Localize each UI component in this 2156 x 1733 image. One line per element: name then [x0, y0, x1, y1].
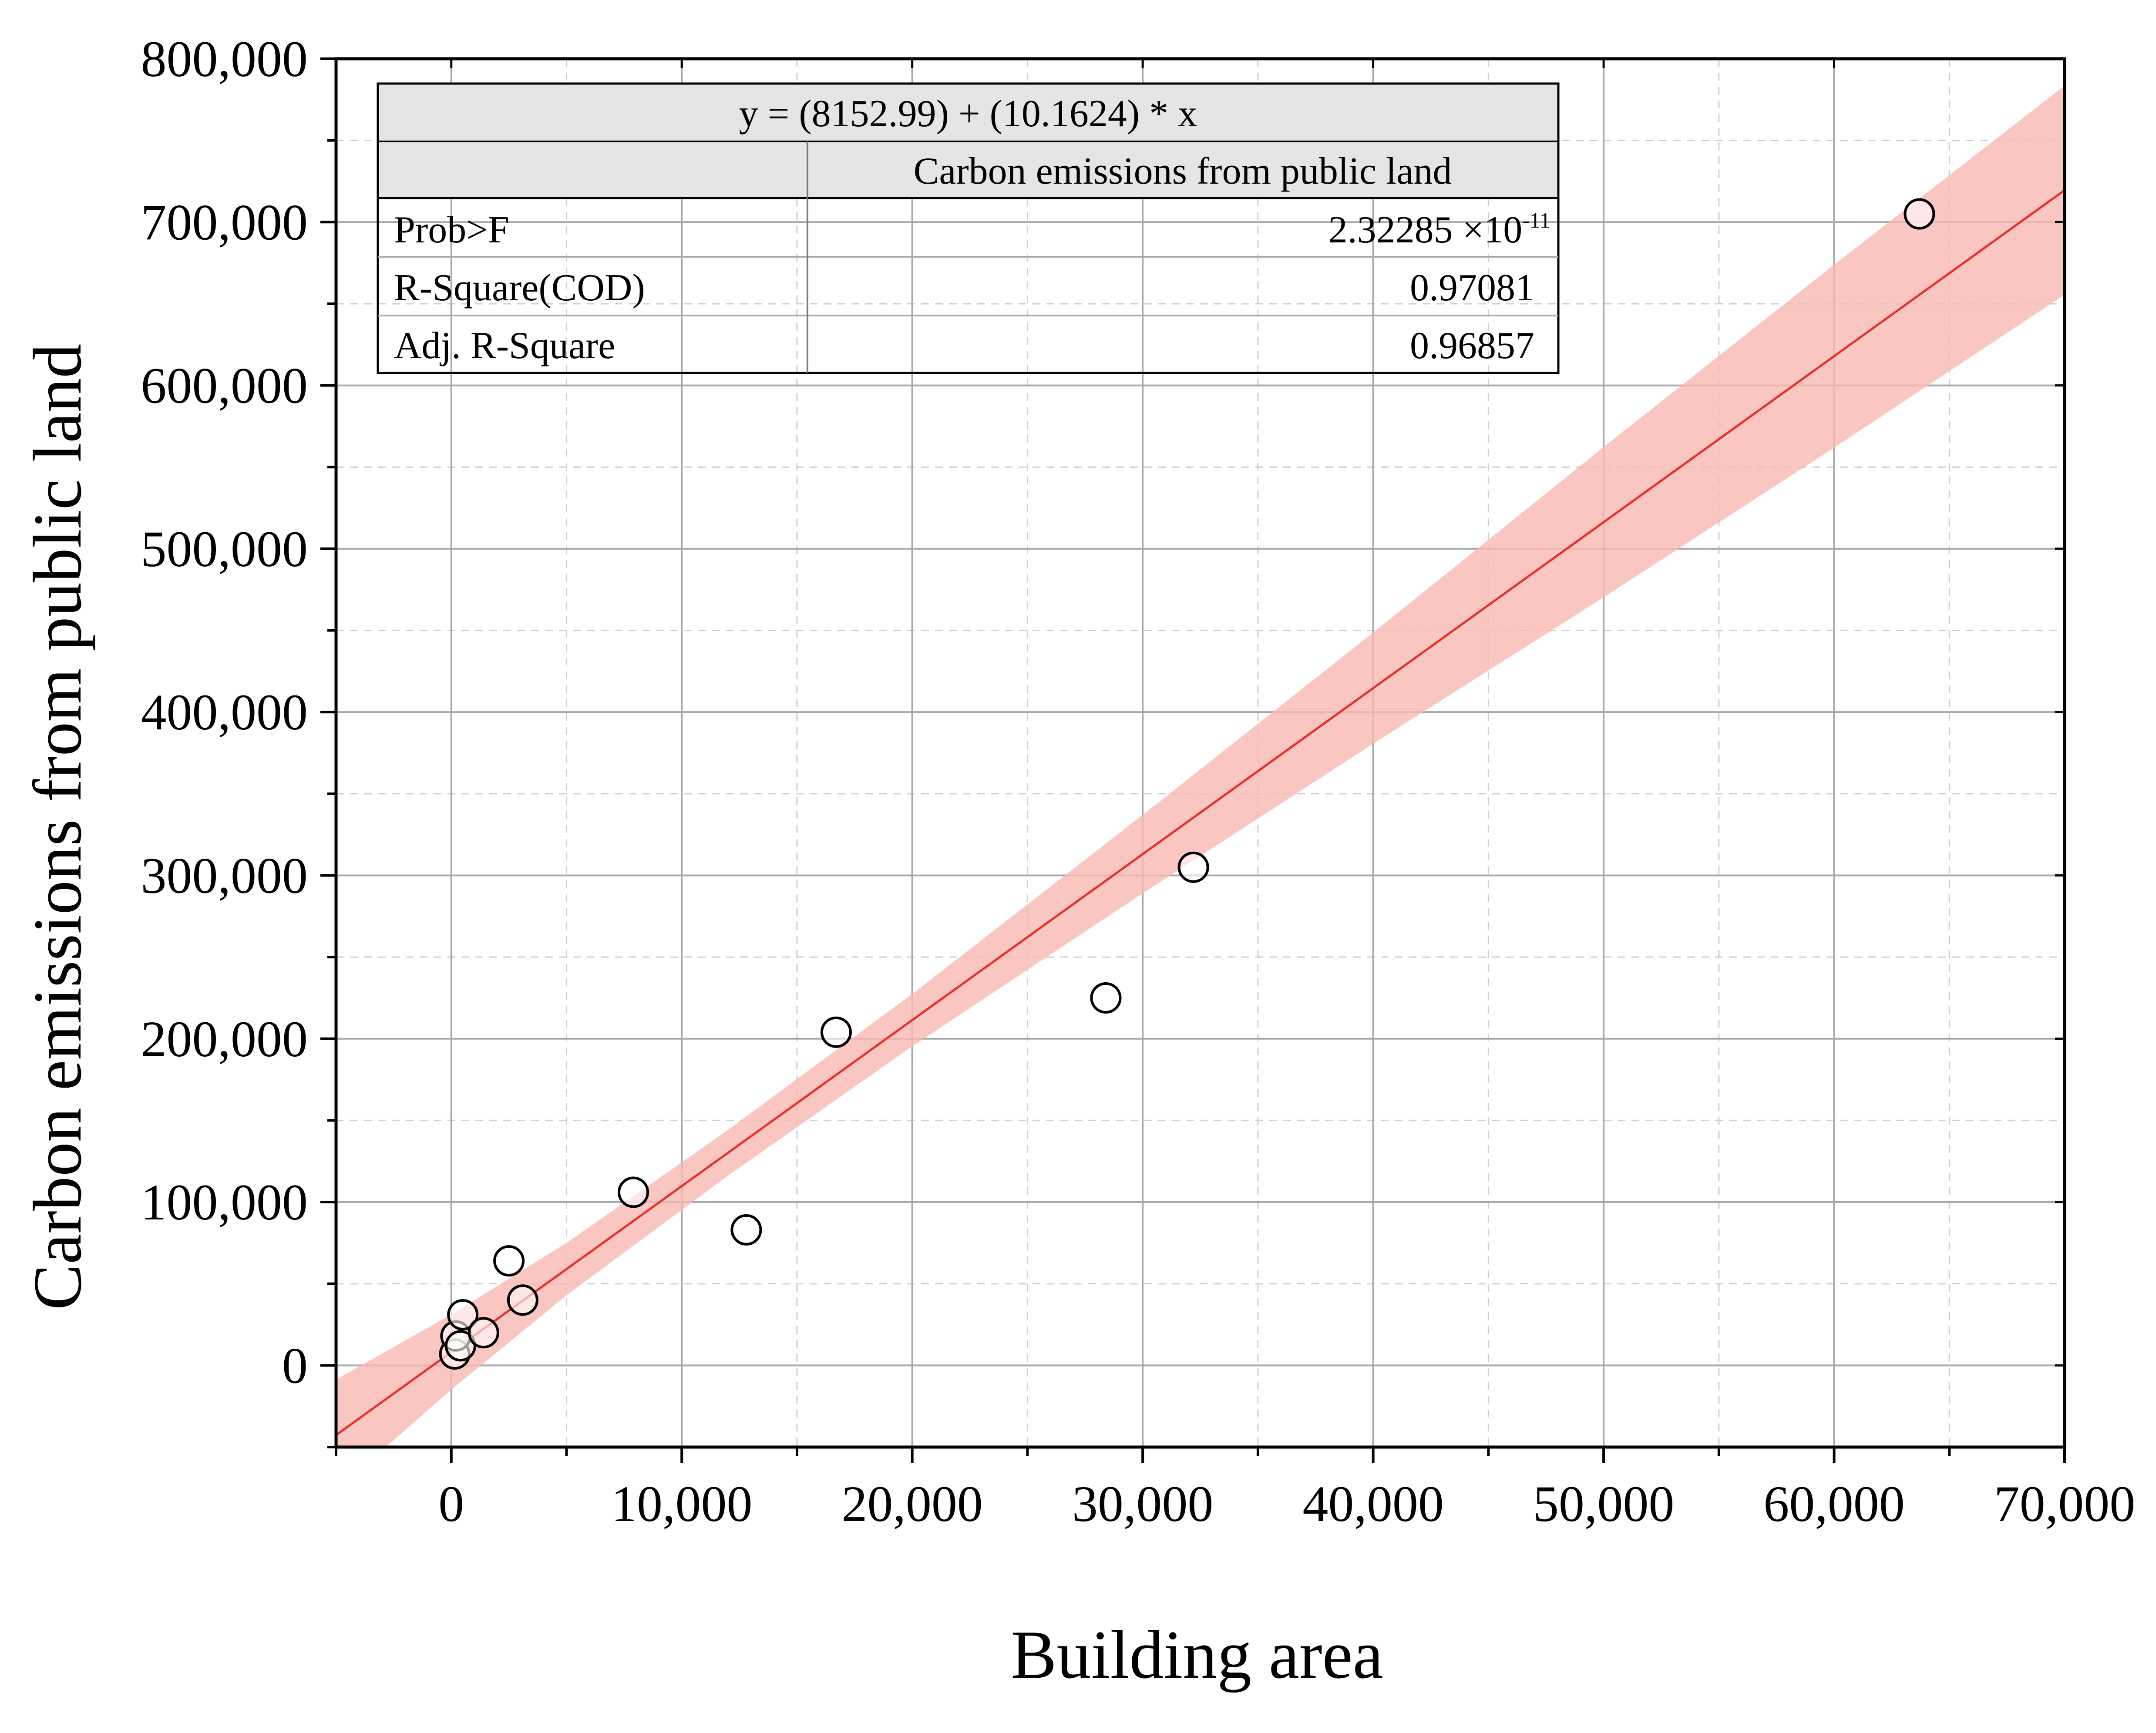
regression-stats-table: y = (8152.99) + (10.1624) * x Carbon emi…: [377, 82, 1560, 374]
data-point: [730, 1214, 762, 1246]
confidence-band-area: [336, 85, 2065, 1447]
row-value-adj-r-square: 0.96857: [1410, 325, 1534, 367]
y-tick-label: 600,000: [141, 357, 308, 414]
x-tick-label: 50,000: [1533, 1475, 1675, 1532]
axes: [320, 57, 2066, 1463]
x-axis-title: Building area: [1011, 1617, 1383, 1693]
data-point: [1177, 851, 1209, 883]
confidence-band: [336, 85, 2065, 1447]
data-point: [507, 1284, 538, 1316]
table-header-fill: [378, 84, 1558, 197]
scatter-points: [439, 198, 1935, 1370]
y-tick-label: 400,000: [141, 684, 308, 741]
row-label-adj-r-square: Adj. R-Square: [394, 325, 615, 367]
x-tick-label: 20,000: [841, 1475, 983, 1532]
data-point: [468, 1317, 499, 1349]
regression-equation: y = (8152.99) + (10.1624) * x: [739, 93, 1197, 135]
y-tick-label: 100,000: [141, 1174, 308, 1231]
y-tick-label: 200,000: [141, 1011, 308, 1068]
fit-line: [336, 189, 2065, 1436]
plot-frame: [334, 57, 2066, 1449]
data-point: [447, 1299, 479, 1331]
data-point: [444, 1330, 476, 1362]
row-value-r-square: 0.97081: [1410, 267, 1534, 309]
y-tick-label: 300,000: [141, 847, 308, 904]
data-point: [493, 1245, 525, 1277]
y-axis-title: Carbon emissions from public land: [20, 344, 96, 1310]
row-label-prob-f: Prob>F: [394, 209, 509, 251]
row-label-r-square: R-Square(COD): [394, 267, 645, 309]
data-point: [1090, 982, 1122, 1014]
y-tick-label: 0: [282, 1337, 308, 1394]
y-tick-label: 500,000: [141, 521, 308, 578]
tick-labels: 0 10,000 20,000 30,000 40,000 50,000 60,000 70,…: [141, 30, 2136, 1532]
x-tick-label: 0: [438, 1475, 464, 1532]
table-border: [377, 82, 1560, 374]
y-tick-label: 800,000: [141, 30, 308, 87]
table-column-header: Carbon emissions from public land: [914, 150, 1452, 192]
x-tick-label: 40,000: [1302, 1475, 1444, 1532]
data-point: [820, 1016, 852, 1048]
x-tick-label: 30,000: [1072, 1475, 1214, 1532]
x-tick-label: 10,000: [611, 1475, 753, 1532]
regression-line: [336, 189, 2065, 1436]
x-tick-label: 60,000: [1763, 1475, 1905, 1532]
y-tick-label: 700,000: [141, 194, 308, 251]
data-point: [1904, 198, 1935, 230]
x-tick-label: 70,000: [1994, 1475, 2136, 1532]
row-value-prob-f: 2.32285 ×10-11: [1329, 208, 1551, 251]
data-point: [618, 1176, 649, 1208]
